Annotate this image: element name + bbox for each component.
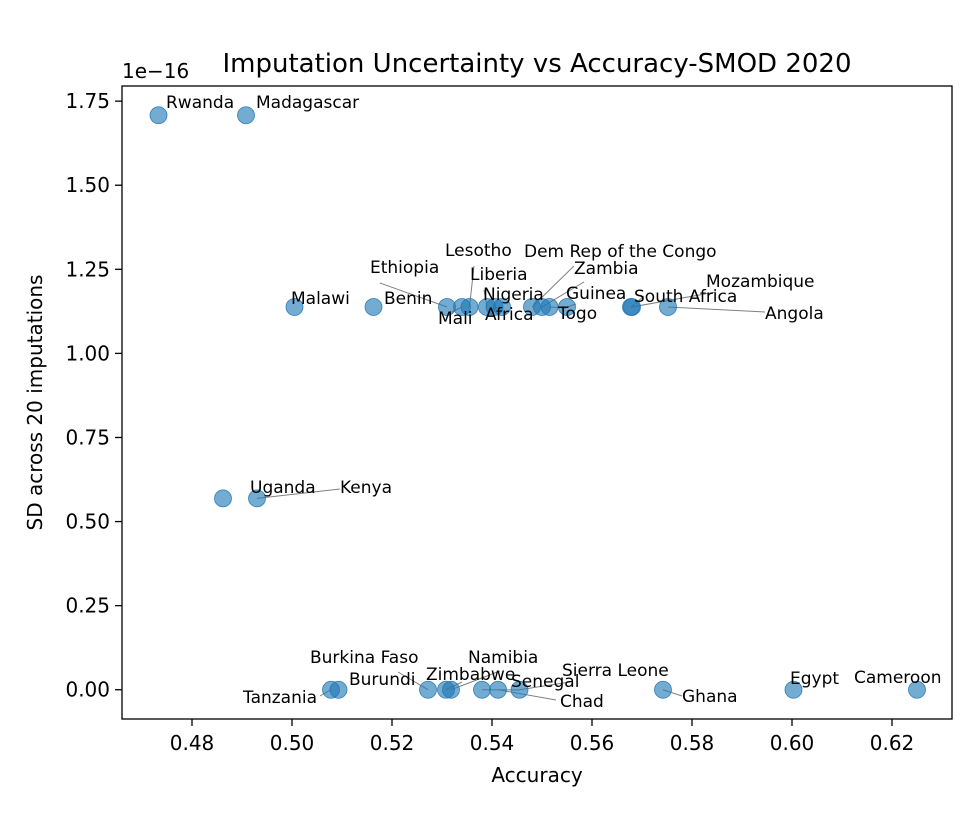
y-axis-label: SD across 20 imputations xyxy=(23,275,47,531)
y-tick-label: 0.25 xyxy=(65,594,110,618)
data-point xyxy=(237,106,255,125)
point-label: Tanzania xyxy=(242,688,317,708)
point-label: Liberia xyxy=(470,265,528,285)
point-label: Lesotho xyxy=(445,241,512,261)
x-tick-label: 0.52 xyxy=(370,731,415,755)
y-tick-label: 0.75 xyxy=(65,425,110,449)
point-label: Madagascar xyxy=(256,93,359,113)
point-label: Angola xyxy=(765,304,824,324)
y-tick-label: 0.50 xyxy=(65,510,110,534)
data-point xyxy=(654,680,672,699)
data-point xyxy=(493,298,511,316)
point-label: Chad xyxy=(560,692,604,712)
point-label: Egypt xyxy=(790,669,839,689)
x-tick-label: 0.50 xyxy=(270,731,315,755)
point-label: Benin xyxy=(384,289,432,309)
point-label: Guinea xyxy=(566,284,626,304)
leader-line xyxy=(497,689,557,701)
point-label: Mozambique xyxy=(706,272,815,292)
data-point xyxy=(659,298,677,316)
point-label: Rwanda xyxy=(166,93,234,113)
point-label: Namibia xyxy=(468,648,538,668)
point-label: Sierra Leone xyxy=(562,661,669,681)
x-tick-label: 0.48 xyxy=(170,731,215,755)
plot-area-frame xyxy=(121,85,953,720)
point-label: Dem Rep of the Congo xyxy=(524,242,717,262)
y-tick-label: 0.00 xyxy=(65,678,110,702)
data-point xyxy=(364,298,383,316)
leader-line xyxy=(667,306,766,313)
data-point xyxy=(285,298,304,316)
point-label: Burundi xyxy=(349,670,416,690)
point-label: Nigeria xyxy=(483,285,544,305)
axes-layer: 0.48 0.50 0.52 0.54 0.56 0.58 0.60 0.62 0.00 0.25… xyxy=(65,89,914,755)
point-label: Burkina Faso xyxy=(310,648,418,668)
y-axis-scale-label: 1e−16 xyxy=(122,59,189,83)
y-tick-label: 1.25 xyxy=(65,257,110,281)
data-point xyxy=(329,680,348,699)
data-point xyxy=(908,680,926,699)
data-point xyxy=(510,680,529,699)
leader-line xyxy=(631,291,717,308)
data-point xyxy=(784,680,803,699)
data-point xyxy=(623,298,641,316)
point-label: Kenya xyxy=(340,478,392,498)
point-label: Mali xyxy=(438,309,473,329)
y-tick-label: 1.00 xyxy=(65,341,110,365)
data-points xyxy=(149,106,926,699)
leader-lines xyxy=(256,265,766,701)
point-label: Malawi xyxy=(291,289,350,309)
point-label: Zambia xyxy=(574,259,639,279)
point-label: Uganda xyxy=(250,478,316,498)
point-labels: Rwanda Madagascar Malawi Benin Ethiopia Mali L… xyxy=(166,93,942,712)
leader-line xyxy=(379,282,448,308)
point-label: Ghana xyxy=(682,687,738,707)
chart-title: Imputation Uncertainty vs Accuracy-SMOD … xyxy=(222,49,851,79)
point-label: Togo xyxy=(557,304,597,324)
data-point xyxy=(540,298,559,316)
data-point xyxy=(442,680,460,699)
data-point xyxy=(460,298,479,316)
data-point xyxy=(214,489,232,508)
x-tick-label: 0.62 xyxy=(870,731,915,755)
point-label: South Africa xyxy=(634,287,737,307)
x-tick-label: 0.56 xyxy=(570,731,615,755)
data-point xyxy=(248,489,266,508)
y-tick-label: 1.50 xyxy=(65,173,110,197)
data-point xyxy=(489,680,507,699)
point-label: Ethiopia xyxy=(370,258,439,278)
point-label: Africa xyxy=(485,305,534,325)
data-point xyxy=(149,106,168,125)
x-tick-label: 0.60 xyxy=(770,731,815,755)
data-point xyxy=(558,298,576,316)
point-label: Senegal xyxy=(511,672,579,692)
point-label: Cameroon xyxy=(854,668,942,688)
point-label: Zimbabwe xyxy=(426,665,515,685)
x-tick-label: 0.58 xyxy=(670,731,715,755)
y-tick-label: 1.75 xyxy=(65,89,110,113)
leader-line xyxy=(256,488,341,499)
data-point xyxy=(419,680,437,699)
x-tick-label: 0.54 xyxy=(470,731,515,755)
x-axis-label: Accuracy xyxy=(491,763,582,787)
